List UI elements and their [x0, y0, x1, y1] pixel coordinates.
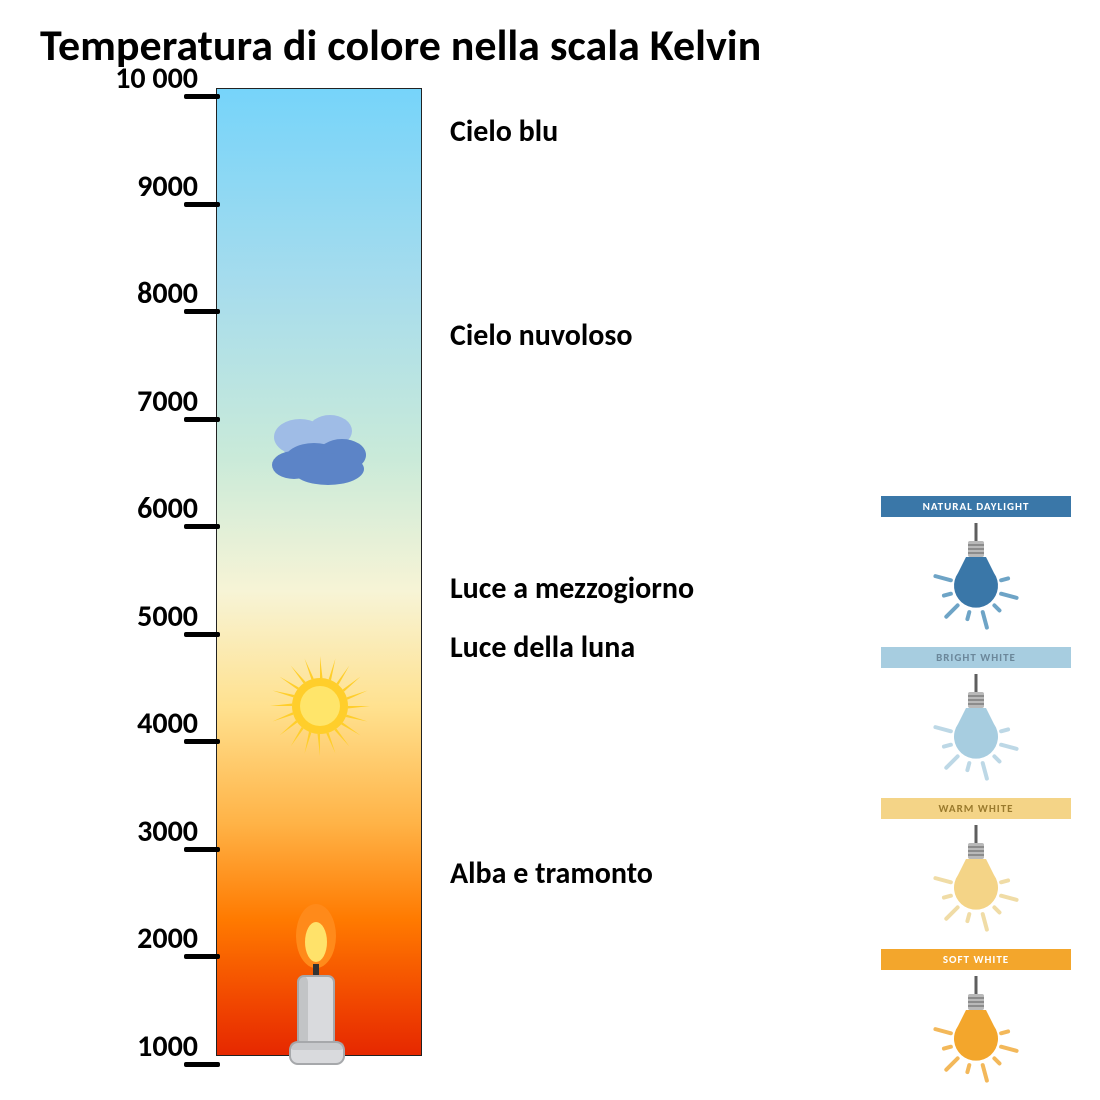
bulb-legend-label: BRIGHT WHITE: [881, 647, 1071, 668]
bulb-icon: [916, 825, 1036, 935]
tick-label: 2000: [0, 920, 216, 957]
tick-mark: [184, 524, 220, 529]
tick-label: 4000: [0, 705, 216, 742]
tick-label: 7000: [0, 383, 216, 420]
scale-tick: 4000: [0, 705, 216, 742]
tick-mark: [184, 417, 220, 422]
tick-label: 5000: [0, 598, 216, 635]
tick-label: 1000: [0, 1028, 216, 1065]
scale-tick: 3000: [0, 813, 216, 850]
tick-mark: [184, 954, 220, 959]
tick-mark: [184, 309, 220, 314]
scale-tick: 10 000: [0, 60, 216, 97]
tick-mark: [184, 94, 220, 99]
tick-label: 8000: [0, 275, 216, 312]
candle-icon: [272, 900, 362, 1070]
scale-tick: 2000: [0, 920, 216, 957]
tick-mark: [184, 202, 220, 207]
bulb-icon: [916, 976, 1036, 1086]
bulb-legend-label: SOFT WHITE: [881, 949, 1071, 970]
bulb-legend-item: BRIGHT WHITE: [876, 647, 1076, 784]
tick-label: 9000: [0, 168, 216, 205]
tick-label: 3000: [0, 813, 216, 850]
bulb-icon: [916, 523, 1036, 633]
clouds-icon: [256, 403, 384, 489]
tick-mark: [184, 632, 220, 637]
description-label: Cielo blu: [450, 113, 558, 150]
description-label: Luce a mezzogiorno: [450, 570, 694, 607]
bulb-legend-item: SOFT WHITE: [876, 949, 1076, 1086]
bulb-legend-item: NATURAL DAYLIGHT: [876, 496, 1076, 633]
tick-mark: [184, 1062, 220, 1067]
description-label: Alba e tramonto: [450, 855, 653, 892]
bulb-legend-label: NATURAL DAYLIGHT: [881, 496, 1071, 517]
description-label: Luce della luna: [450, 629, 635, 666]
scale-tick: 8000: [0, 275, 216, 312]
tick-mark: [184, 847, 220, 852]
tick-mark: [184, 739, 220, 744]
description-label: Cielo nuvoloso: [450, 317, 632, 354]
scale-tick: 9000: [0, 168, 216, 205]
bulb-icon: [916, 674, 1036, 784]
tick-label: 10 000: [0, 60, 216, 97]
bulb-legend-label: WARM WHITE: [881, 798, 1071, 819]
bulb-legend-item: WARM WHITE: [876, 798, 1076, 935]
bulb-legend: NATURAL DAYLIGHT BRIGHT WHITE WARM WHITE SO…: [876, 496, 1076, 1100]
tick-label: 6000: [0, 490, 216, 527]
scale-tick: 6000: [0, 490, 216, 527]
scale-tick: 7000: [0, 383, 216, 420]
scale-tick: 5000: [0, 598, 216, 635]
sun-icon: [266, 652, 374, 760]
scale-tick: 1000: [0, 1028, 216, 1065]
